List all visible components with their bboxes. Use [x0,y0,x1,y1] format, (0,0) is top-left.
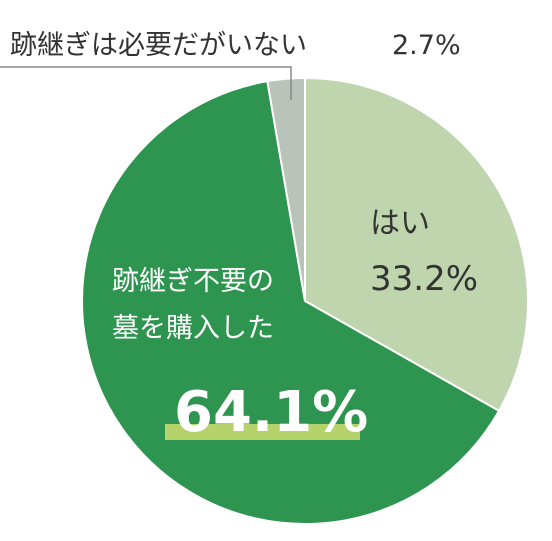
value-underline [165,424,360,440]
pie-slice [81,80,501,525]
slice-label: 跡継ぎ不要の 墓を購入した [112,266,274,345]
value-label: 64.1% [174,380,369,445]
leader-line [0,66,292,100]
pie-slice [266,76,306,302]
pie-slice [304,76,529,413]
value-label: 2.7% [392,30,461,61]
value-label: 33.2% [370,259,479,299]
slice-label: 跡継ぎは必要だがいない [10,30,307,61]
slice-label: はい [370,206,430,241]
